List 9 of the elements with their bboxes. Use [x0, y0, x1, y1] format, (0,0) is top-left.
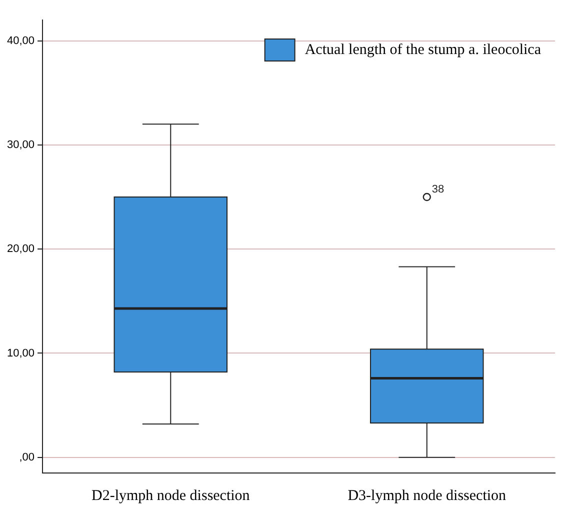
x-tick-label: D2-lymph node dissection	[91, 488, 250, 504]
y-tick-label: 20,00	[6, 243, 35, 256]
y-tick-label: 10,00	[6, 347, 35, 360]
y-tick-label: 30,00	[6, 138, 35, 151]
y-tick-label: 40,00	[6, 34, 35, 47]
x-tick-label: D3-lymph node dissection	[348, 488, 507, 504]
y-tick-label: ,00	[19, 451, 35, 464]
annotation: 38	[432, 184, 444, 196]
legend-label: Actual length of the stump a. ileocolica	[304, 42, 542, 58]
